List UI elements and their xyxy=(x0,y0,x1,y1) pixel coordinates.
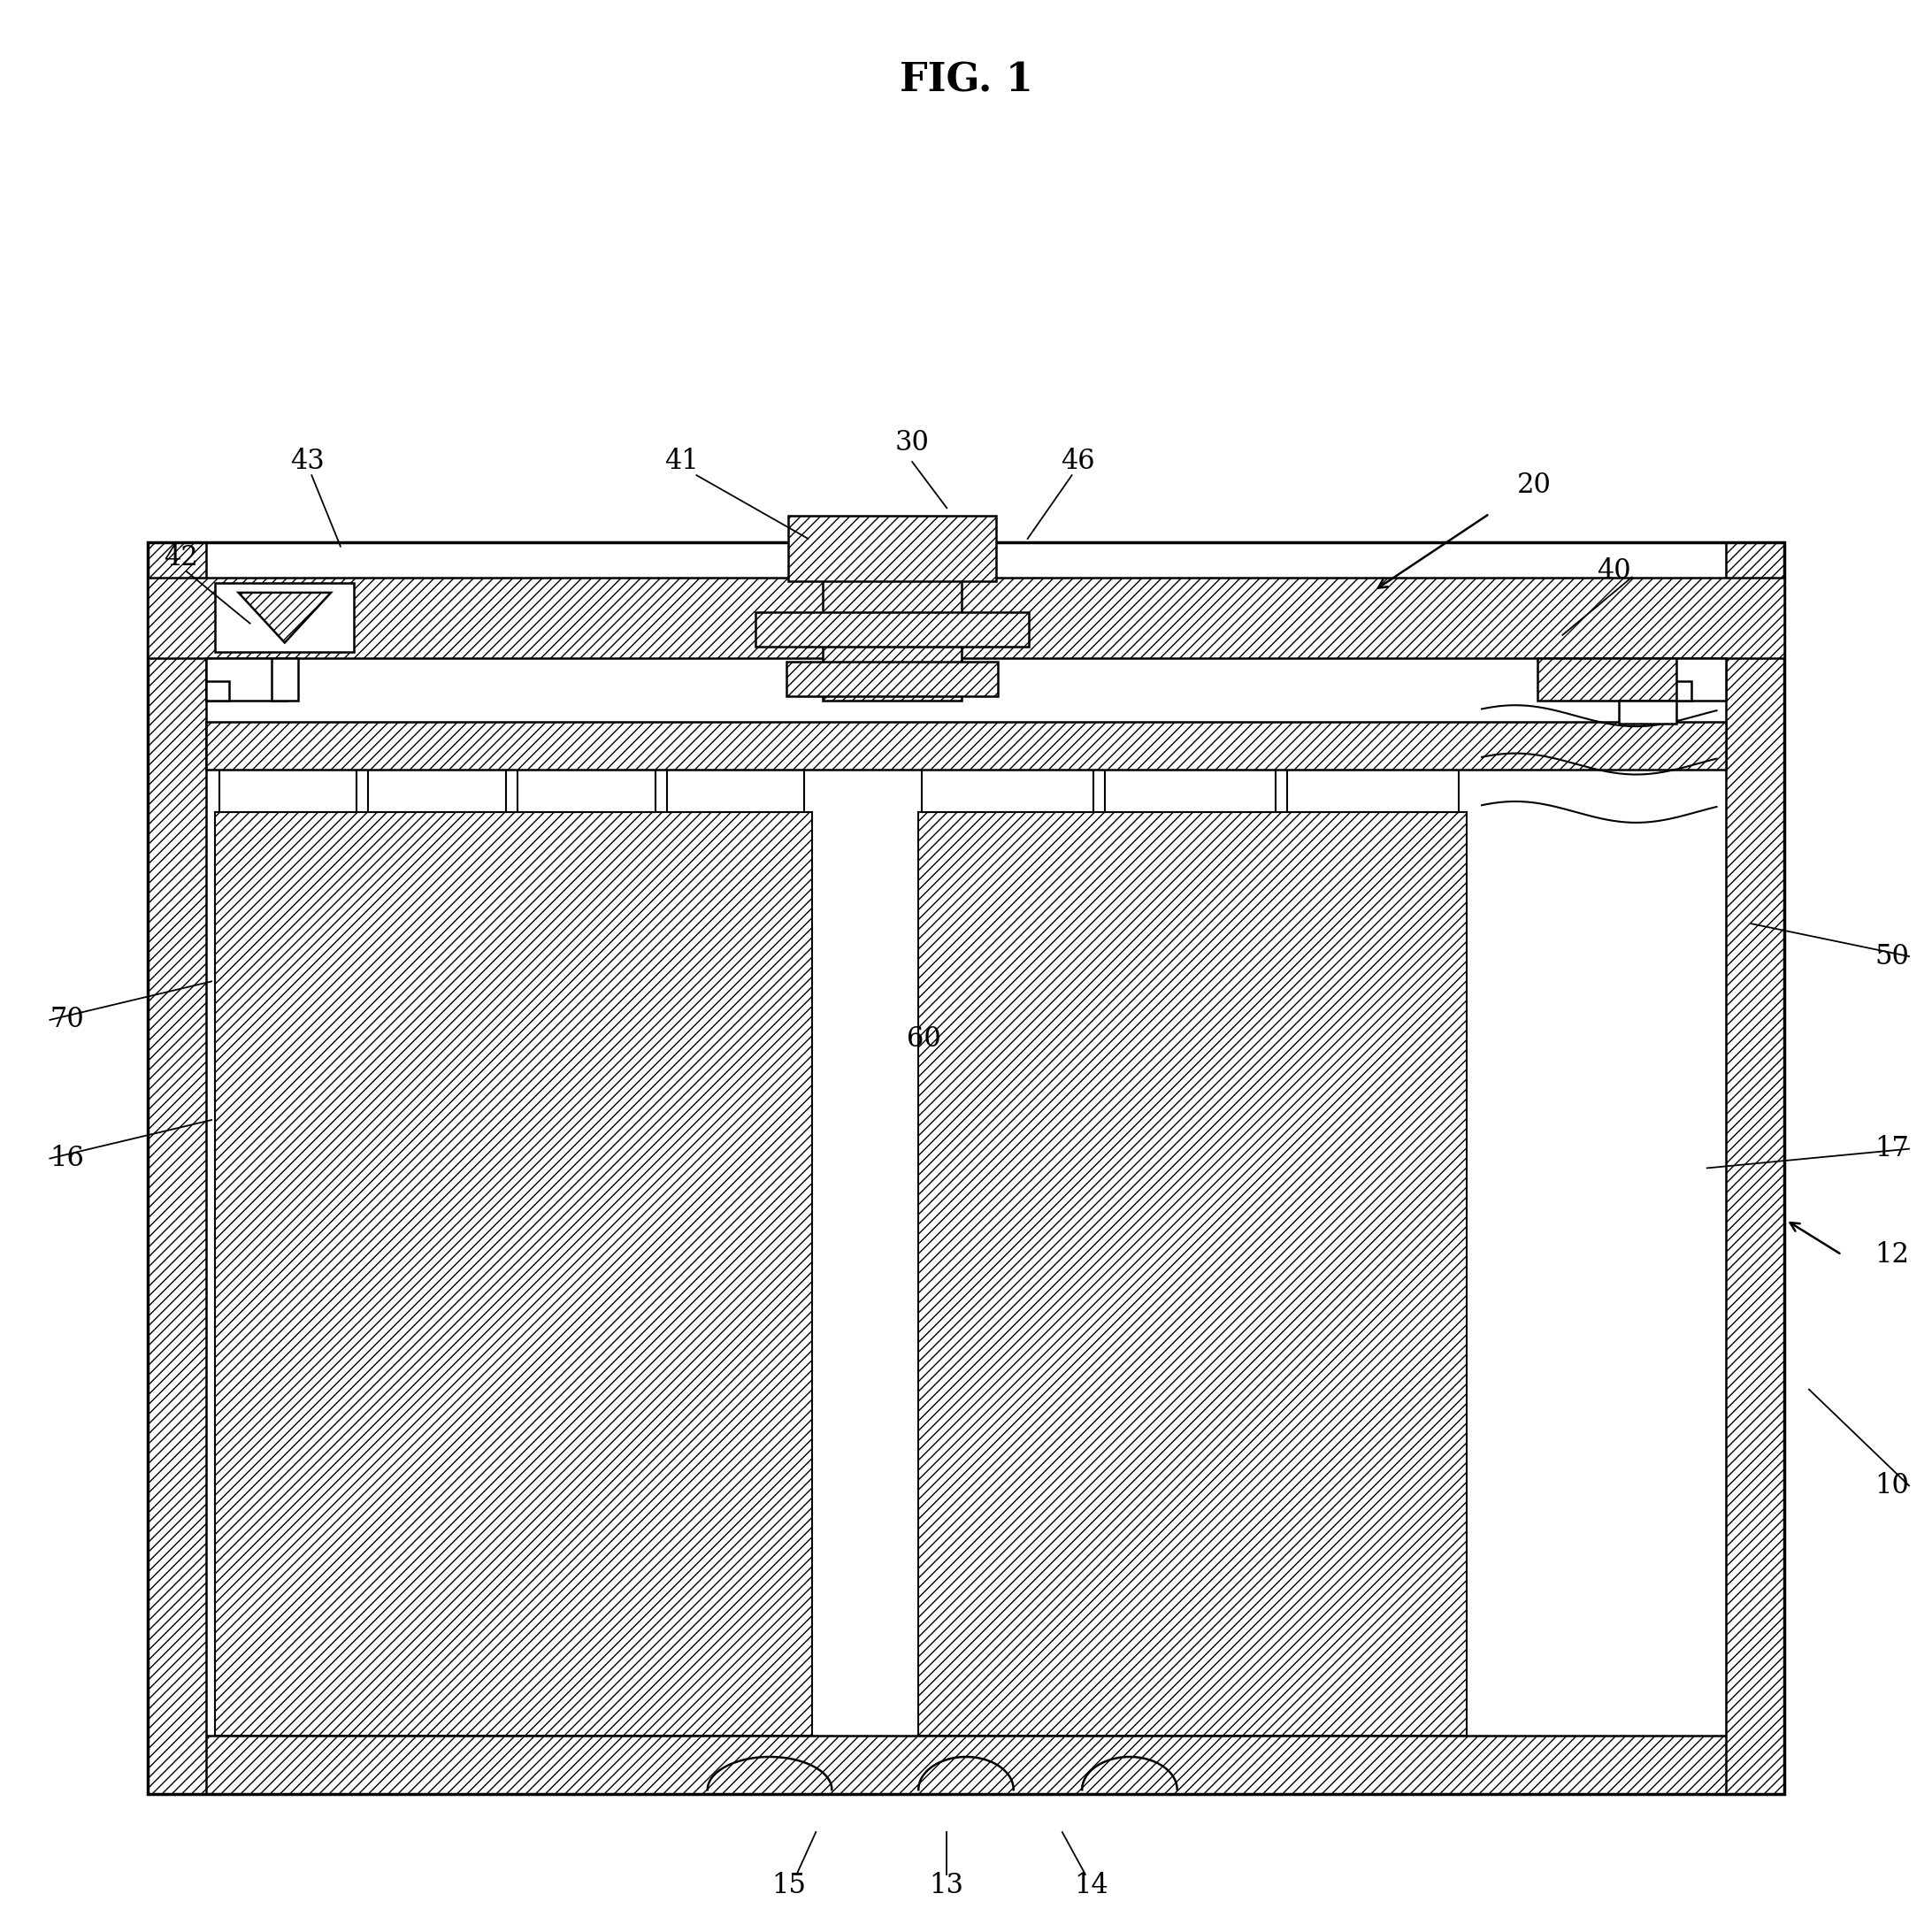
Bar xyxy=(918,811,1466,1735)
Bar xyxy=(149,543,207,1793)
Text: 30: 30 xyxy=(895,429,929,456)
Bar xyxy=(1105,769,1275,811)
Text: 17: 17 xyxy=(1874,1136,1909,1163)
Bar xyxy=(823,578,962,701)
Bar xyxy=(1669,682,1692,701)
Bar xyxy=(786,663,999,697)
Bar xyxy=(1646,659,1725,701)
Text: 41: 41 xyxy=(665,448,697,475)
Bar xyxy=(667,769,804,811)
Text: 40: 40 xyxy=(1598,558,1631,585)
Bar xyxy=(207,659,286,701)
Bar xyxy=(755,612,1030,647)
Text: 16: 16 xyxy=(50,1146,85,1173)
Bar xyxy=(214,811,811,1735)
Bar xyxy=(1287,769,1459,811)
Bar xyxy=(207,721,1725,769)
Text: 42: 42 xyxy=(164,545,197,572)
Text: 12: 12 xyxy=(1874,1240,1909,1269)
Bar xyxy=(149,578,1783,659)
Bar xyxy=(214,583,354,653)
Polygon shape xyxy=(238,593,330,643)
Text: 13: 13 xyxy=(929,1872,964,1899)
Text: 60: 60 xyxy=(906,1026,941,1053)
Text: 70: 70 xyxy=(50,1007,85,1034)
Text: 50: 50 xyxy=(1874,943,1909,970)
Bar xyxy=(518,769,655,811)
Bar xyxy=(218,769,357,811)
Bar xyxy=(207,682,228,701)
Text: 46: 46 xyxy=(1061,448,1095,475)
Bar xyxy=(149,1735,1783,1793)
Text: 20: 20 xyxy=(1517,471,1551,498)
Text: 15: 15 xyxy=(771,1872,806,1899)
Bar xyxy=(369,769,506,811)
Bar xyxy=(1619,701,1677,723)
Text: FIG. 1: FIG. 1 xyxy=(898,62,1034,100)
Text: 14: 14 xyxy=(1074,1872,1109,1899)
Text: 43: 43 xyxy=(290,448,325,475)
Bar xyxy=(1538,659,1677,701)
Bar xyxy=(922,769,1094,811)
Bar xyxy=(788,516,997,582)
Text: 10: 10 xyxy=(1874,1472,1909,1499)
Bar xyxy=(270,659,298,701)
Bar xyxy=(1725,543,1783,1793)
Bar xyxy=(149,543,1783,1793)
